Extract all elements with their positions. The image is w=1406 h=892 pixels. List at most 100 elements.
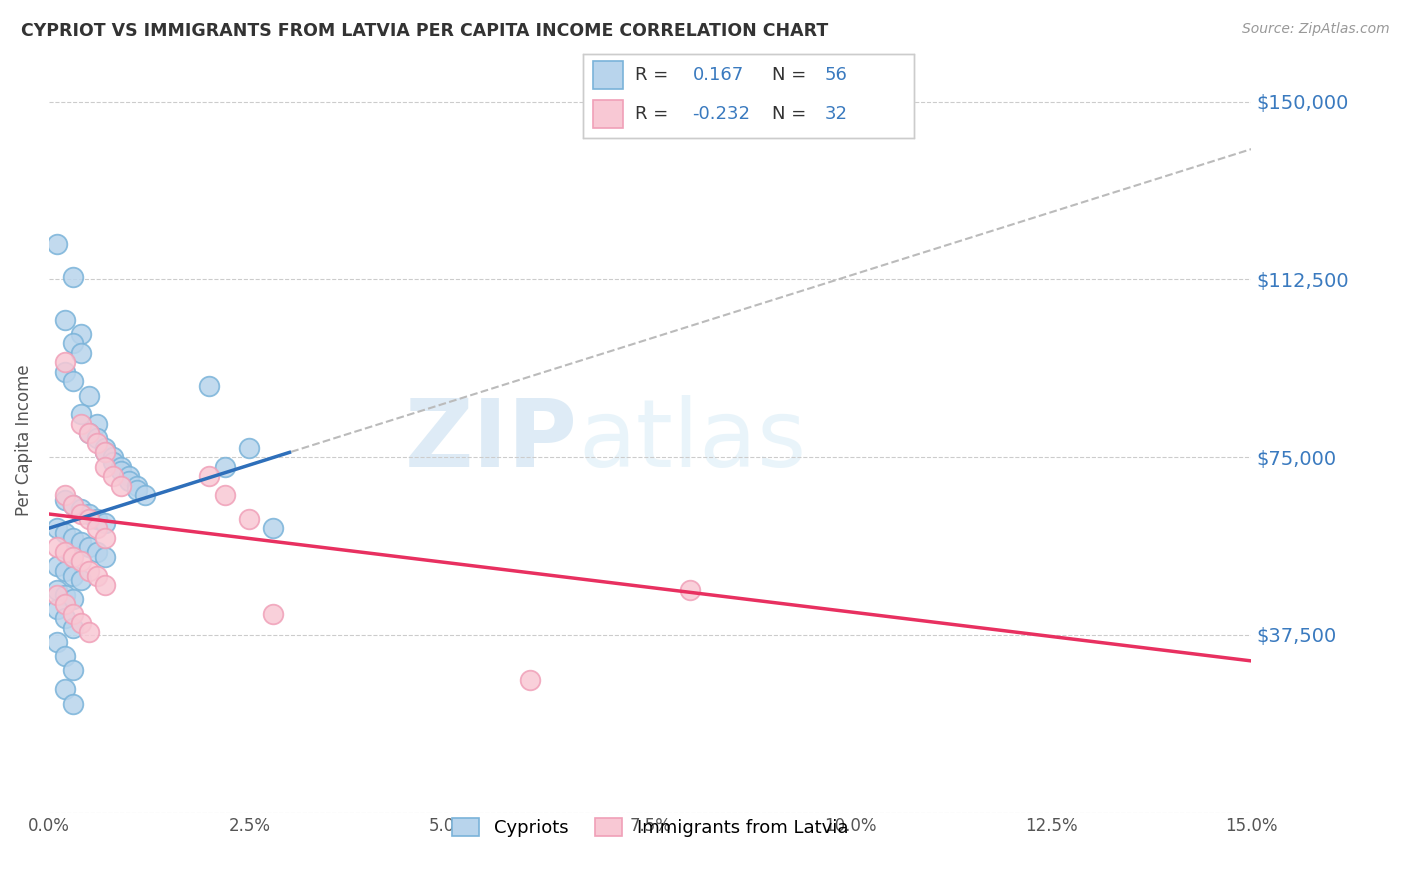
Point — [86, 521, 108, 535]
Point — [94, 445, 117, 459]
Point — [94, 445, 117, 459]
Point — [238, 441, 260, 455]
Point — [519, 673, 541, 687]
Point — [62, 621, 84, 635]
Text: 56: 56 — [825, 66, 848, 84]
Text: R =: R = — [634, 105, 673, 123]
Point — [77, 512, 100, 526]
Text: Source: ZipAtlas.com: Source: ZipAtlas.com — [1241, 22, 1389, 37]
Point — [77, 388, 100, 402]
Point — [77, 426, 100, 441]
Point — [198, 469, 221, 483]
Text: 32: 32 — [825, 105, 848, 123]
Point — [86, 512, 108, 526]
Point — [86, 568, 108, 582]
Point — [70, 417, 93, 431]
Point — [101, 450, 124, 464]
Point — [62, 374, 84, 388]
Point — [86, 545, 108, 559]
Y-axis label: Per Capita Income: Per Capita Income — [15, 365, 32, 516]
FancyBboxPatch shape — [593, 100, 623, 128]
Point — [86, 436, 108, 450]
Point — [262, 607, 284, 621]
Point — [110, 478, 132, 492]
Point — [94, 578, 117, 592]
Point — [46, 635, 69, 649]
Point — [70, 615, 93, 630]
Point — [70, 346, 93, 360]
Point — [53, 488, 76, 502]
Point — [53, 312, 76, 326]
Point — [118, 474, 141, 488]
Point — [70, 507, 93, 521]
Text: ZIP: ZIP — [405, 394, 578, 486]
Point — [94, 459, 117, 474]
Point — [46, 521, 69, 535]
Point — [70, 554, 93, 568]
Point — [62, 336, 84, 351]
Point — [70, 535, 93, 549]
Point — [238, 512, 260, 526]
Point — [53, 597, 76, 611]
Point — [53, 649, 76, 664]
Point — [46, 540, 69, 554]
Point — [86, 431, 108, 445]
Text: N =: N = — [772, 66, 811, 84]
Point — [46, 559, 69, 574]
Point — [53, 611, 76, 625]
Point — [70, 574, 93, 588]
Point — [198, 379, 221, 393]
Point — [53, 355, 76, 369]
Point — [70, 408, 93, 422]
Point — [101, 469, 124, 483]
Point — [46, 601, 69, 615]
Text: atlas: atlas — [578, 394, 806, 486]
Point — [62, 592, 84, 607]
Point — [262, 521, 284, 535]
Text: N =: N = — [772, 105, 811, 123]
Point — [77, 426, 100, 441]
Point — [62, 498, 84, 512]
Text: -0.232: -0.232 — [693, 105, 751, 123]
Text: R =: R = — [634, 66, 673, 84]
Point — [62, 664, 84, 678]
Point — [53, 525, 76, 540]
Point — [53, 365, 76, 379]
Point — [62, 697, 84, 711]
Point — [62, 531, 84, 545]
Point — [70, 502, 93, 516]
Point — [127, 483, 149, 498]
Point — [110, 459, 132, 474]
Point — [86, 417, 108, 431]
Point — [46, 582, 69, 597]
Point — [70, 326, 93, 341]
Point — [46, 236, 69, 251]
FancyBboxPatch shape — [593, 62, 623, 89]
Point — [94, 549, 117, 564]
Point — [62, 270, 84, 285]
Point — [46, 588, 69, 602]
Point — [214, 488, 236, 502]
Point — [77, 507, 100, 521]
Point — [77, 625, 100, 640]
Point — [53, 545, 76, 559]
Point — [77, 564, 100, 578]
Text: CYPRIOT VS IMMIGRANTS FROM LATVIA PER CAPITA INCOME CORRELATION CHART: CYPRIOT VS IMMIGRANTS FROM LATVIA PER CA… — [21, 22, 828, 40]
Point — [62, 568, 84, 582]
Point — [62, 607, 84, 621]
Point — [679, 582, 702, 597]
Point — [53, 682, 76, 697]
Point — [110, 464, 132, 478]
Point — [53, 588, 76, 602]
Point — [53, 564, 76, 578]
Point — [101, 455, 124, 469]
Point — [118, 469, 141, 483]
Point — [94, 531, 117, 545]
Legend: Cypriots, Immigrants from Latvia: Cypriots, Immigrants from Latvia — [444, 811, 855, 845]
Point — [77, 540, 100, 554]
Text: 0.167: 0.167 — [693, 66, 744, 84]
Point — [94, 516, 117, 531]
Point — [53, 492, 76, 507]
Point — [62, 549, 84, 564]
Point — [127, 478, 149, 492]
